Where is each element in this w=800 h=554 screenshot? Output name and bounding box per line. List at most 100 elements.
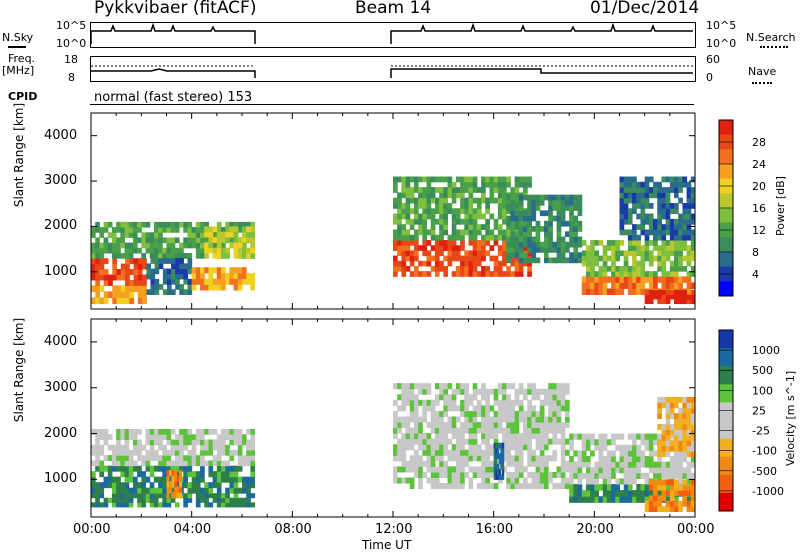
heatmap-cell <box>443 245 449 251</box>
heatmap-cell <box>674 208 679 215</box>
heatmap-cell <box>216 221 222 228</box>
heatmap-cell <box>150 284 156 290</box>
heatmap-cell <box>246 226 251 233</box>
data-band <box>146 258 193 295</box>
heatmap-cell <box>682 424 688 430</box>
heatmap-cell <box>657 413 662 420</box>
heatmap-cell <box>418 416 423 423</box>
heatmap-cell <box>686 496 692 503</box>
heatmap-cell <box>644 197 650 204</box>
heatmap-cell <box>640 439 646 446</box>
heatmap-cell <box>468 438 474 445</box>
heatmap-cell <box>103 476 109 483</box>
heatmap-cell <box>221 502 226 508</box>
heatmap-cell <box>489 234 495 241</box>
heatmap-cell <box>498 474 501 480</box>
heatmap-cell <box>632 202 637 209</box>
heatmap-cell <box>91 297 96 305</box>
heatmap-cell <box>564 460 570 467</box>
heatmap-cell <box>497 447 500 454</box>
heatmap-cell <box>602 433 608 440</box>
heatmap-cell <box>514 271 520 277</box>
heatmap-cell <box>640 192 646 199</box>
heatmap-cell <box>237 272 243 280</box>
heatmap-cell <box>451 229 457 236</box>
heatmap-cell <box>476 213 482 220</box>
heatmap-cell <box>212 284 218 291</box>
heatmap-cell <box>99 274 105 281</box>
heatmap-cell <box>690 461 696 468</box>
heatmap-cell <box>137 465 142 472</box>
heatmap-cell <box>405 176 411 183</box>
heatmap-cell <box>246 252 251 259</box>
heatmap-cell <box>690 413 696 420</box>
heatmap-cell <box>690 229 696 236</box>
heatmap-cell <box>678 187 683 193</box>
heatmap-cell <box>686 472 692 479</box>
heatmap-cell <box>393 449 398 456</box>
heatmap-cell <box>401 240 407 246</box>
heatmap-cell <box>627 472 633 479</box>
heatmap-cell <box>485 449 490 456</box>
heatmap-cell <box>581 250 587 257</box>
heatmap-cell <box>443 229 449 236</box>
heatmap-cell <box>111 493 117 499</box>
heatmap-cell <box>242 502 247 508</box>
heatmap-cell <box>548 257 553 264</box>
heatmap-cell <box>489 213 495 220</box>
heatmap-cell <box>187 284 193 290</box>
heatmap-cell <box>413 460 419 467</box>
heatmap-cell <box>128 502 134 508</box>
heatmap-cell <box>216 487 222 494</box>
heatmap-cell <box>678 418 683 425</box>
heatmap-cell <box>430 449 436 456</box>
heatmap-cell <box>619 478 625 485</box>
heatmap-cell <box>393 416 398 423</box>
heatmap-cell <box>690 250 696 257</box>
heatmap-cell <box>556 252 562 258</box>
heatmap-cell <box>132 465 138 472</box>
heatmap-cell <box>657 276 662 283</box>
heatmap-cell <box>158 237 163 244</box>
heatmap-cell <box>422 416 428 423</box>
heatmap-cell <box>460 176 465 183</box>
heatmap-cell <box>602 260 608 267</box>
heatmap-cell <box>585 276 591 283</box>
heatmap-cell <box>627 467 633 474</box>
heatmap-cell <box>665 197 671 204</box>
heatmap-cell <box>162 429 167 435</box>
heatmap-cell <box>514 388 520 395</box>
heatmap-cell <box>535 388 541 395</box>
heatmap-cell <box>665 490 671 496</box>
heatmap-cell <box>502 271 507 277</box>
heatmap-cell <box>120 493 126 499</box>
heatmap-cell <box>422 250 428 257</box>
data-band <box>91 465 256 494</box>
heatmap-cell <box>405 229 411 236</box>
heatmap-cell <box>183 493 188 499</box>
heatmap-cell <box>686 271 692 277</box>
heatmap-cell <box>430 245 436 251</box>
heatmap-cell <box>653 450 658 457</box>
heatmap-cell <box>393 218 398 225</box>
heatmap-cell <box>564 438 570 445</box>
heatmap-cell <box>623 213 629 220</box>
heatmap-cell <box>518 460 524 467</box>
heatmap-cell <box>434 197 440 204</box>
heatmap-cell <box>175 258 180 264</box>
heatmap-cell <box>103 455 109 461</box>
heatmap-cell <box>393 433 398 440</box>
heatmap-cell <box>502 438 507 445</box>
heatmap-cell <box>451 483 457 490</box>
heatmap-cell <box>216 284 222 291</box>
heatmap-cell <box>175 268 180 275</box>
heatmap-cell <box>657 495 662 502</box>
heatmap-cell <box>200 232 205 238</box>
heatmap-cell <box>149 237 155 244</box>
heatmap-cell <box>502 463 505 470</box>
heatmap-cell <box>623 484 629 491</box>
heatmap-cell <box>434 250 440 257</box>
heatmap-cell <box>665 506 671 512</box>
heatmap-cell <box>632 197 637 204</box>
heatmap-cell <box>216 278 222 285</box>
